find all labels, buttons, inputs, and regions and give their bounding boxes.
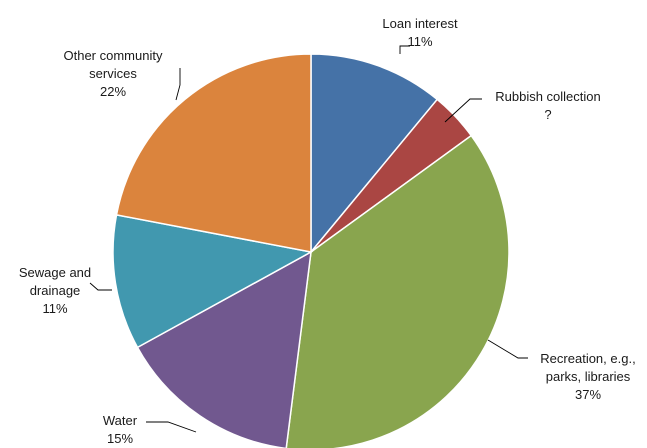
slice-label-line: ? [544, 107, 551, 122]
leader-line-water [146, 421, 197, 433]
pie-slice-loan-interest [310, 53, 439, 255]
slice-label-line: Rubbish collection [495, 89, 601, 104]
pie-slice-water [136, 250, 312, 448]
slice-label-sewage-and: Sewage and drainage 11% [19, 265, 91, 316]
labels-layer: Loan interest 11% Rubbish collection ? Recre… [19, 16, 636, 446]
slice-label-line: 11% [42, 301, 67, 316]
slice-label-loan-interest: Loan interest 11% [382, 16, 458, 49]
pie-slice-sewage-and [112, 214, 314, 349]
leader-line-other-community [175, 68, 181, 101]
leader-line-recreation-e-g [487, 339, 528, 359]
slice-label-line: 37% [575, 387, 601, 402]
slice-label-other-community: Other community services 22% [64, 48, 163, 99]
slice-label-rubbish-collection: Rubbish collection? [495, 89, 601, 122]
slice-label-water: Water 15% [103, 413, 138, 446]
pie-slice-recreation-e-g [285, 134, 510, 448]
slice-label-line: Other community [64, 48, 163, 63]
leader-line-sewage-and [89, 282, 112, 291]
leader-lines [89, 45, 528, 433]
slice-label-line: drainage [30, 283, 81, 298]
slices-layer [112, 53, 510, 448]
slice-label-line: 15% [107, 431, 133, 446]
slice-label-line: 22% [100, 84, 126, 99]
slice-label-line: Sewage and [19, 265, 91, 280]
slice-label-line: 11% [407, 34, 432, 49]
pie-slice-other-community [115, 53, 312, 253]
slice-label-line: parks, libraries [546, 369, 631, 384]
leader-line-loan-interest [399, 45, 410, 54]
leader-line-rubbish-collection [444, 98, 482, 123]
slice-label-line: services [89, 66, 137, 81]
slice-label-recreation-e-g: Recreation, e.g., parks, libraries 37% [540, 351, 635, 402]
slice-label-line: Recreation, e.g., [540, 351, 635, 366]
slice-label-line: Water [103, 413, 138, 428]
slice-label-line: Loan interest [382, 16, 458, 31]
